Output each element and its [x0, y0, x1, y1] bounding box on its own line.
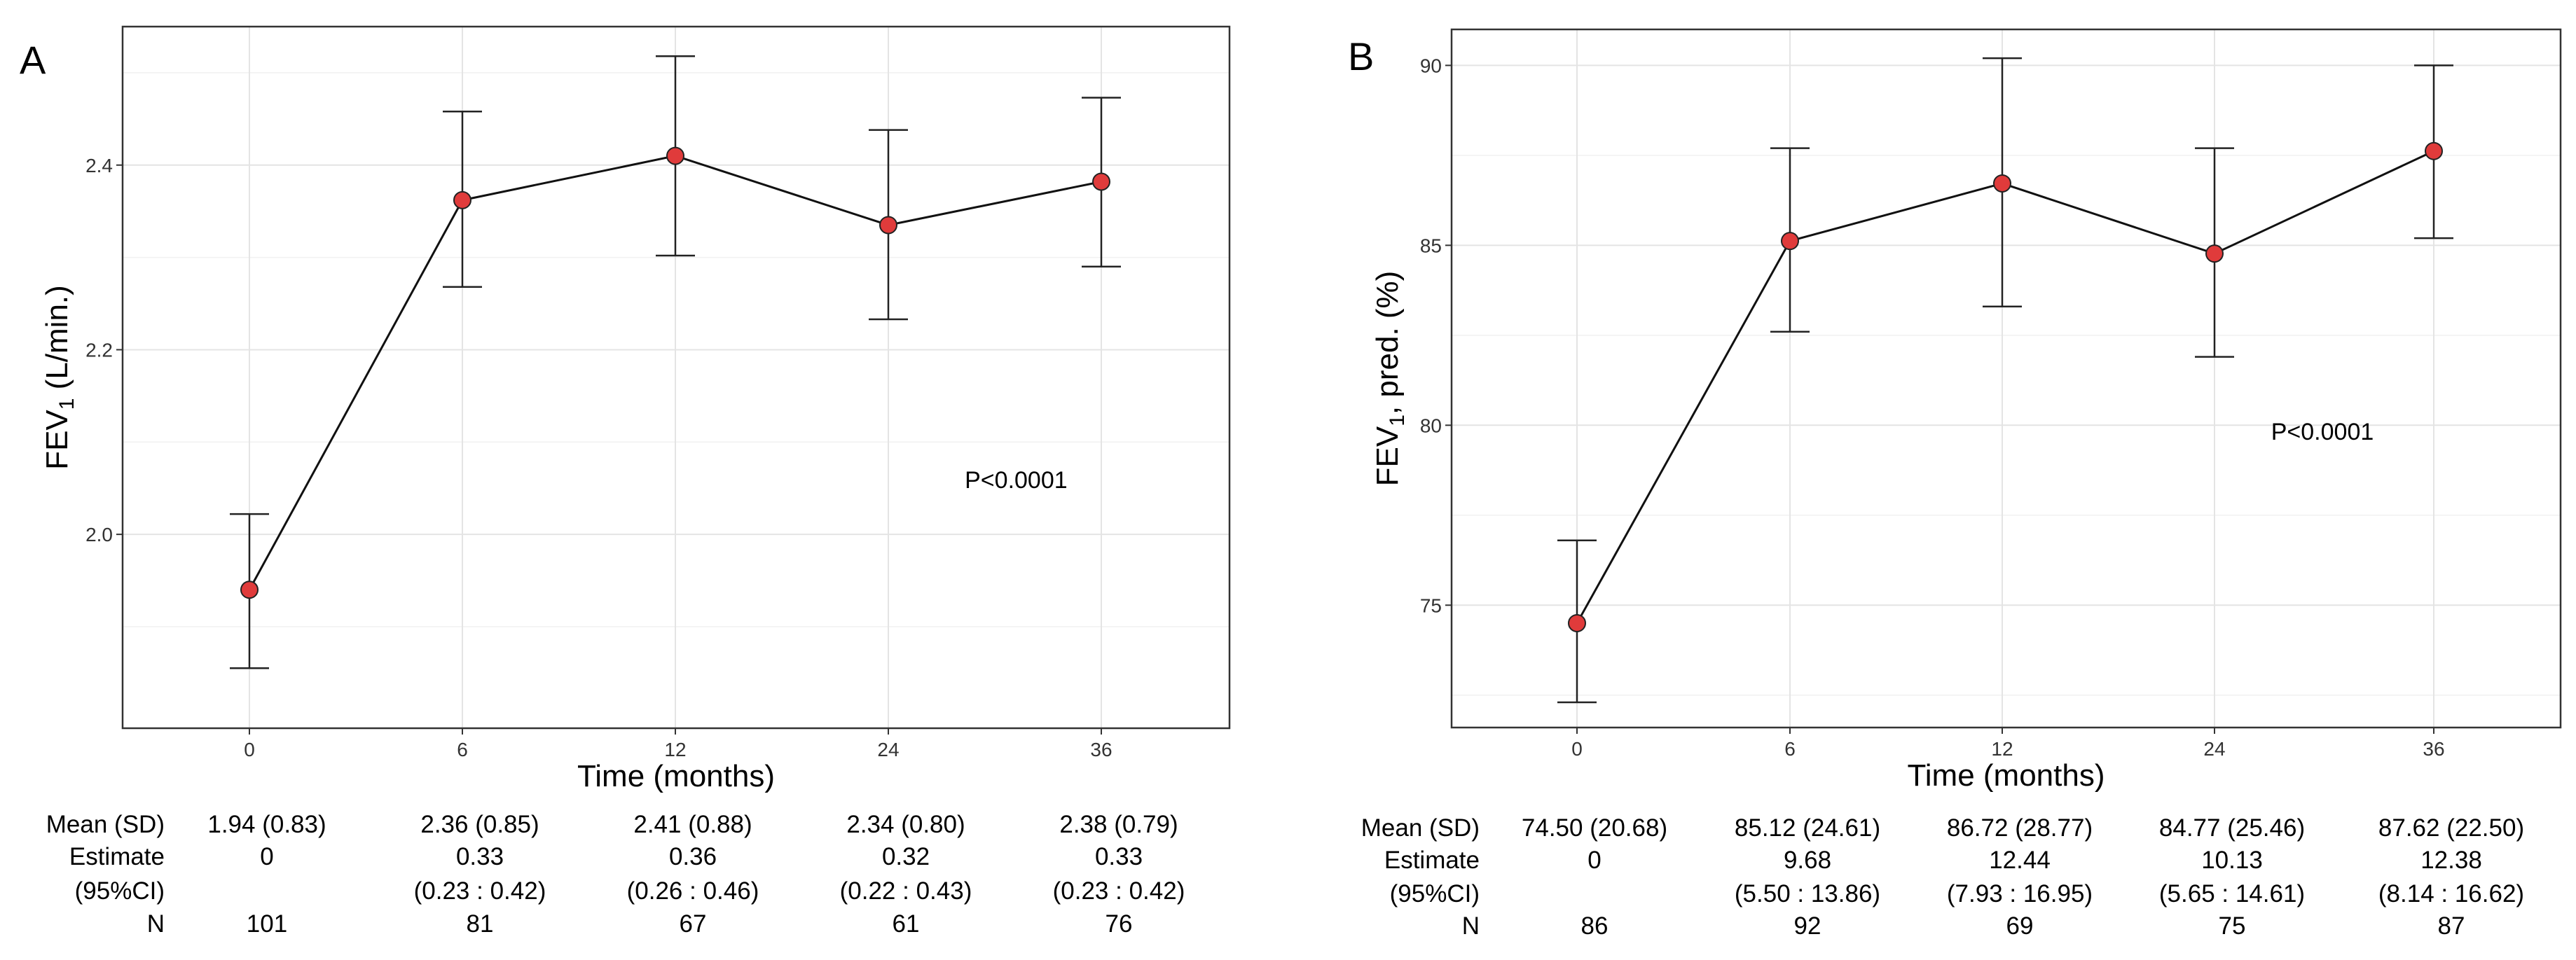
table-cell: 74.50 (20.68) [1522, 814, 1667, 842]
x-tick-label: 0 [1571, 738, 1583, 760]
table-cell: 87 [2438, 912, 2465, 940]
table-cell: (0.26 : 0.46) [627, 877, 759, 905]
table-cell: (5.65 : 14.61) [2159, 880, 2305, 907]
table-row-label: N [1462, 912, 1480, 940]
table-row-label: N [147, 910, 165, 938]
x-axis-title: Time (months) [577, 759, 775, 793]
y-tick-label: 75 [1420, 594, 1442, 616]
x-tick-label: 36 [1090, 739, 1112, 760]
p-value-annotation: P<0.0001 [2271, 419, 2374, 445]
x-tick-label: 24 [2203, 738, 2225, 760]
table-cell: 75 [2219, 912, 2246, 940]
data-point [666, 146, 684, 165]
y-tick-label: 2.2 [85, 339, 113, 361]
table-cell: 2.36 (0.85) [420, 811, 539, 838]
table-cell: (0.23 : 0.42) [414, 877, 546, 905]
table-row-label: (95%CI) [1390, 880, 1480, 907]
x-tick-label: 24 [877, 739, 899, 760]
table-cell: 84.77 (25.46) [2159, 814, 2305, 842]
data-point [453, 190, 471, 209]
table-cell: 0 [260, 843, 273, 870]
table-cell: 2.38 (0.79) [1059, 811, 1178, 838]
table-cell: 2.41 (0.88) [633, 811, 752, 838]
table-cell: 69 [2006, 912, 2034, 940]
data-point [2205, 244, 2224, 263]
data-point [1781, 232, 1799, 251]
table-cell: (7.93 : 16.95) [1947, 880, 2093, 907]
y-tick-label: 80 [1420, 415, 1442, 436]
data-point [879, 216, 897, 235]
table-cell: 101 [247, 910, 287, 938]
table-row-label: (95%CI) [75, 877, 165, 905]
table-row-label: Estimate [1384, 847, 1480, 874]
data-point [1568, 613, 1586, 632]
table-cell: 92 [1794, 912, 1821, 940]
table-cell: 1.94 (0.83) [207, 811, 326, 838]
data-point [2425, 141, 2443, 160]
table-cell: (8.14 : 16.62) [2378, 880, 2524, 907]
p-value-annotation: P<0.0001 [965, 467, 1068, 494]
table-cell: 0.36 [669, 843, 717, 870]
table-cell: 0 [1587, 847, 1601, 874]
table-cell: 87.62 (22.50) [2378, 814, 2524, 842]
table-cell: 12.38 [2420, 847, 2482, 874]
panel-letter: A [20, 38, 46, 82]
series-line [1576, 150, 2434, 624]
table-cell: 0.32 [882, 843, 930, 870]
table-row-label: Estimate [69, 843, 165, 870]
panel-b: B 75 80 85 90 0 6 12 24 36 Time (months) FEV1, pred… [1348, 28, 2562, 940]
table-cell: 0.33 [456, 843, 504, 870]
x-tick-label: 12 [664, 739, 686, 760]
table-cell: 86 [1581, 912, 1609, 940]
y-tick-label: 85 [1420, 235, 1442, 256]
table-cell: 10.13 [2201, 847, 2263, 874]
data-point [240, 580, 259, 599]
x-axis-title: Time (months) [1908, 758, 2105, 793]
table-cell: 61 [893, 910, 920, 938]
table-cell: 81 [467, 910, 494, 938]
table-cell: 12.44 [1989, 847, 2051, 874]
y-tick-label: 90 [1420, 55, 1442, 76]
table-cell: 86.72 (28.77) [1947, 814, 2093, 842]
x-tick-label: 6 [1784, 738, 1796, 760]
y-tick-label: 2.0 [85, 524, 113, 545]
table-cell: 85.12 (24.61) [1735, 814, 1880, 842]
y-axis-title: FEV1 (L/min.) [40, 285, 78, 470]
plot-border [1450, 28, 2562, 729]
table-row-label: Mean (SD) [46, 811, 165, 838]
panel-letter: B [1348, 34, 1374, 78]
x-tick-label: 12 [1991, 738, 2013, 760]
table-cell: (0.22 : 0.43) [840, 877, 972, 905]
x-tick-label: 6 [457, 739, 468, 760]
table-cell: 0.33 [1095, 843, 1143, 870]
table-cell: (5.50 : 13.86) [1735, 880, 1880, 907]
table-cell: 76 [1106, 910, 1133, 938]
y-tick-label: 2.4 [85, 155, 113, 176]
data-point [1092, 172, 1110, 191]
panel-a: A 2.0 2.2 2.4 0 6 12 24 36 Time (months) FEV1 (L/m… [20, 25, 1231, 938]
table-cell: 2.34 (0.80) [846, 811, 965, 838]
x-tick-label: 36 [2423, 738, 2444, 760]
data-point [1993, 174, 2011, 193]
x-tick-label: 0 [244, 739, 255, 760]
table-row-label: Mean (SD) [1361, 814, 1480, 842]
table-cell: 9.68 [1784, 847, 1831, 874]
y-axis-title: FEV1, pred. (%) [1370, 271, 1409, 487]
table-cell: 67 [680, 910, 707, 938]
table-cell: (0.23 : 0.42) [1053, 877, 1185, 905]
